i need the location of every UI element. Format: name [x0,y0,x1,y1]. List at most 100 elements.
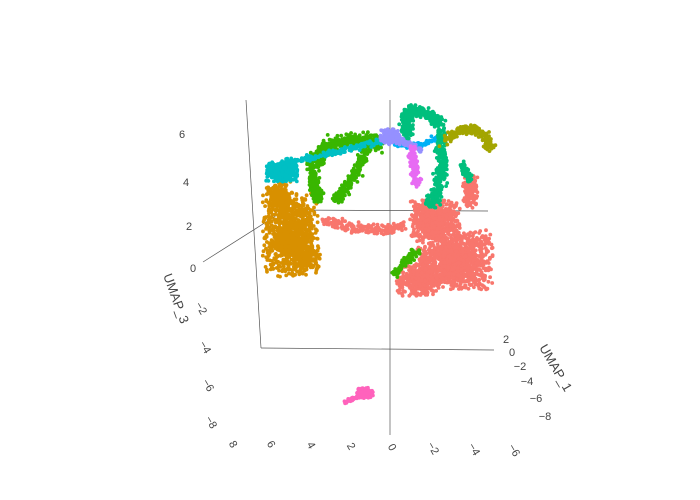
data-point [281,263,286,267]
data-point [411,229,416,234]
data-point [308,224,313,229]
data-point [306,259,311,263]
data-point [431,244,436,248]
data-point [273,185,277,189]
data-point [468,190,472,195]
data-point [415,233,419,238]
data-point [398,265,403,270]
data-point [283,184,288,189]
data-point [277,247,282,252]
data-point [451,276,456,280]
data-point [279,183,284,188]
data-point [396,271,401,275]
data-point [462,273,466,278]
data-point [426,228,431,233]
data-point [441,230,445,235]
data-point [315,228,319,233]
data-point [301,215,305,220]
data-point [276,263,281,268]
data-point [312,205,316,210]
data-point [439,233,444,238]
data-point [416,203,421,207]
data-point [488,275,492,280]
data-point [452,237,457,242]
data-point [288,215,293,220]
data-point [304,267,309,272]
data-point [371,222,376,227]
data-point [412,218,417,223]
data-point [290,236,295,241]
data-point [465,279,470,283]
data-point [277,253,282,258]
data-point [264,186,269,190]
data-point [486,279,491,284]
data-point [461,250,465,254]
data-point [271,204,276,209]
data-point [304,217,308,222]
data-point [262,243,267,248]
data-point [307,167,311,172]
data-point [447,245,452,249]
data-point [490,245,495,250]
data-point [433,282,438,287]
data-point [262,215,267,220]
data-point [261,229,265,234]
data-point [442,269,447,274]
data-point [274,252,278,256]
data-point [420,287,425,292]
data-point [446,199,451,203]
data-point [403,263,408,268]
data-point [401,270,406,275]
data-point [442,280,447,285]
data-point [260,253,265,258]
data-point [287,236,291,240]
data-point [314,252,319,257]
data-point [479,250,483,255]
data-point [446,266,451,270]
data-point [263,204,267,209]
data-point [265,269,269,274]
data-point [275,228,280,233]
data-point [451,272,456,277]
data-point [403,274,407,278]
data-point [420,275,425,279]
data-point [453,219,458,224]
data-point [261,249,266,254]
data-point [327,216,332,221]
data-point [315,214,320,218]
data-point [401,223,406,228]
data-point [441,242,446,246]
data-point [293,210,298,215]
data-point [357,224,361,229]
data-point [347,221,352,226]
data-point [304,272,308,277]
data-point [282,205,287,210]
data-point [281,257,286,262]
data-point [397,289,401,294]
data-point [488,232,493,237]
data-point [416,220,420,225]
data-point [360,174,365,178]
data-point [296,255,300,260]
data-point [308,188,312,193]
data-point [407,268,411,272]
data-point [261,193,265,198]
data-point [346,183,351,188]
data-point [295,237,300,242]
data-point [424,255,428,259]
data-point [267,258,272,263]
data-point [298,238,303,243]
data-point [341,191,345,196]
data-point [284,273,289,278]
data-point [314,266,319,271]
data-point [315,236,320,241]
data-point [271,232,275,236]
data-point [420,216,425,221]
data-point [433,273,437,278]
data-point [415,291,420,296]
data-point [273,258,278,262]
data-point [466,249,471,254]
data-point [483,241,488,246]
data-point [354,175,358,180]
